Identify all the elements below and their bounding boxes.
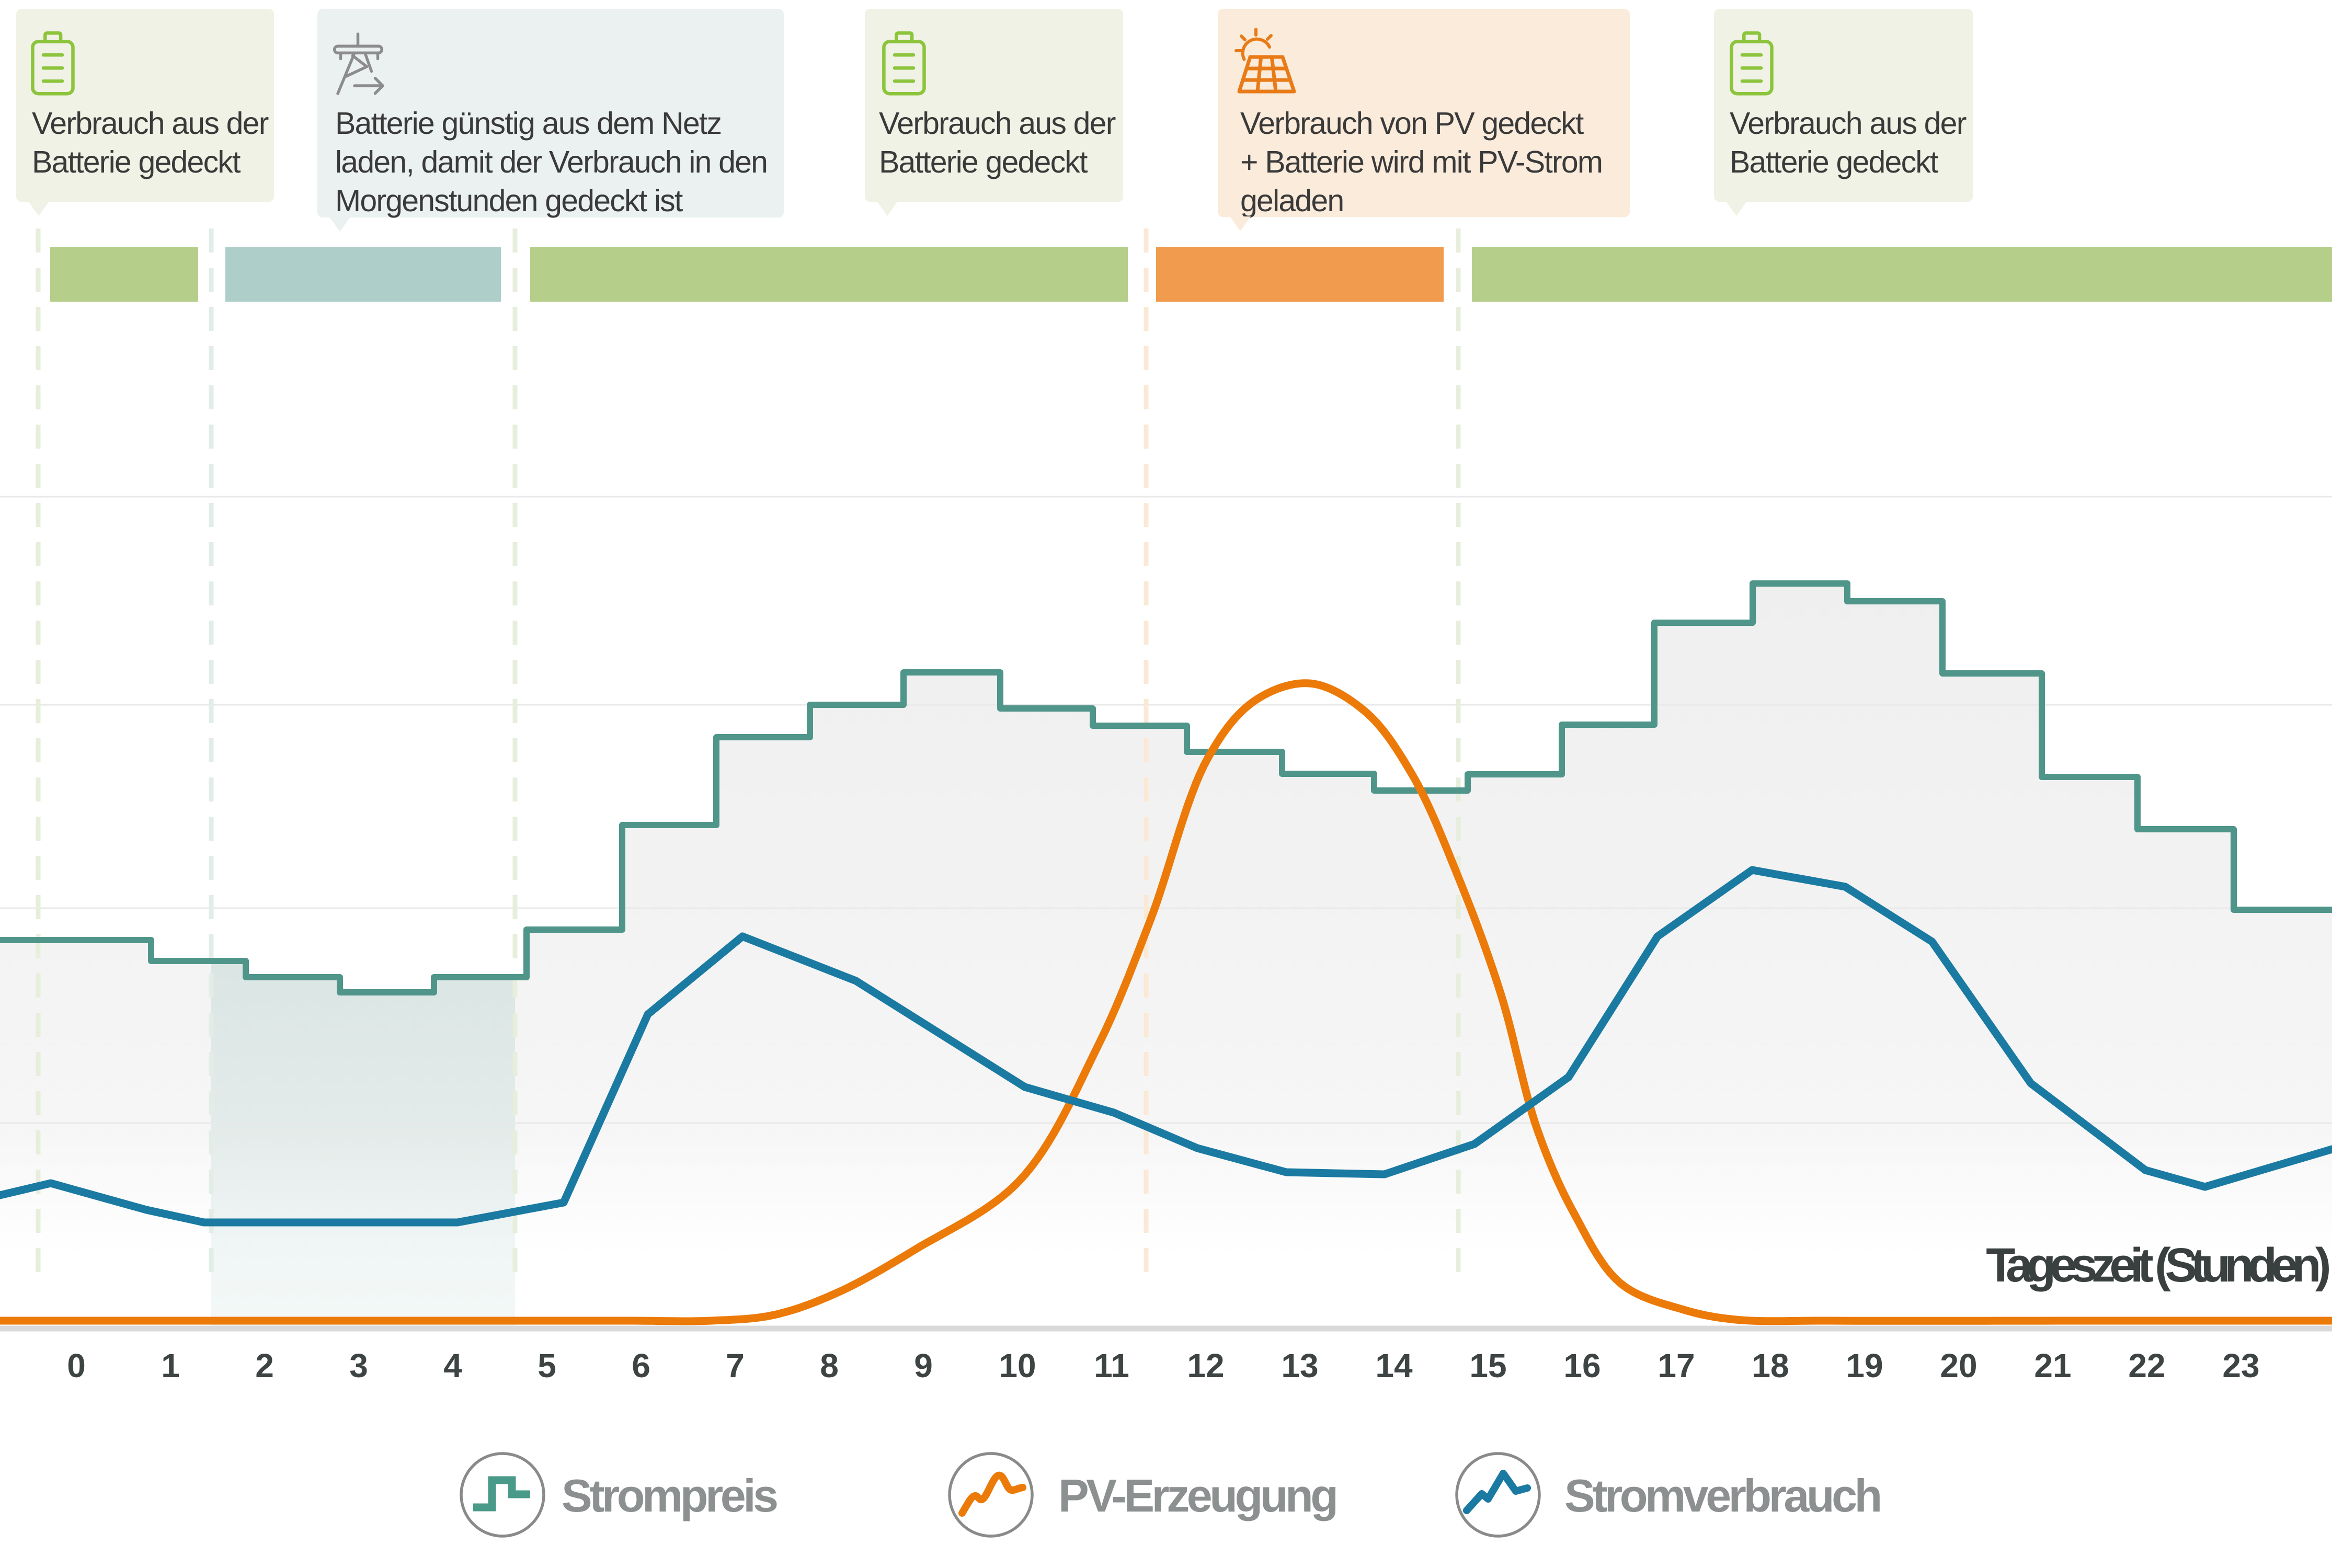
svg-text:20: 20 — [1940, 1347, 1977, 1384]
svg-text:PV-Erzeugung: PV-Erzeugung — [1058, 1470, 1336, 1521]
svg-text:9: 9 — [914, 1347, 933, 1384]
svg-text:12: 12 — [1187, 1347, 1224, 1384]
svg-text:23: 23 — [2222, 1347, 2259, 1384]
svg-text:21: 21 — [2034, 1347, 2071, 1384]
svg-text:18: 18 — [1752, 1347, 1789, 1384]
svg-text:14: 14 — [1375, 1347, 1413, 1384]
svg-text:7: 7 — [726, 1347, 745, 1384]
svg-text:22: 22 — [2128, 1347, 2165, 1384]
svg-text:16: 16 — [1563, 1347, 1601, 1384]
svg-text:2: 2 — [255, 1347, 274, 1384]
svg-text:Stromverbrauch: Stromverbrauch — [1564, 1470, 1880, 1521]
svg-text:Strompreis: Strompreis — [562, 1470, 777, 1521]
svg-text:15: 15 — [1469, 1347, 1506, 1384]
svg-text:3: 3 — [349, 1347, 368, 1384]
svg-text:17: 17 — [1657, 1347, 1695, 1384]
svg-text:6: 6 — [632, 1347, 650, 1384]
svg-text:13: 13 — [1281, 1347, 1318, 1384]
svg-text:8: 8 — [820, 1347, 839, 1384]
svg-text:5: 5 — [538, 1347, 556, 1384]
svg-text:10: 10 — [999, 1347, 1036, 1384]
svg-text:4: 4 — [443, 1347, 462, 1384]
svg-text:19: 19 — [1846, 1347, 1883, 1384]
svg-text:Tageszeit (Stunden): Tageszeit (Stunden) — [1986, 1239, 2329, 1292]
svg-text:11: 11 — [1094, 1347, 1129, 1384]
svg-text:0: 0 — [67, 1347, 86, 1384]
svg-text:1: 1 — [161, 1347, 180, 1384]
